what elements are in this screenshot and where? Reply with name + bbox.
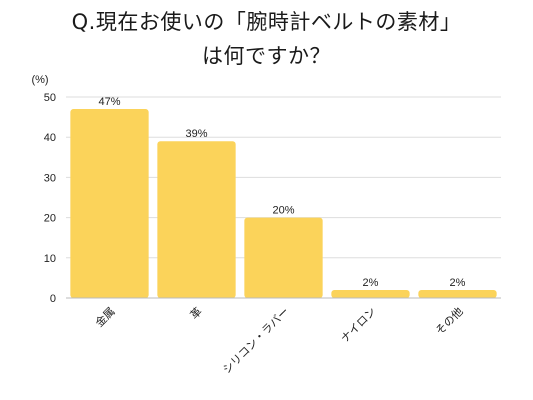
data-label: 20%: [272, 205, 294, 217]
y-tick-label: 20: [44, 213, 56, 225]
y-tick-label: 0: [50, 293, 56, 305]
bar: [70, 109, 149, 298]
x-tick-label: ナイロン: [338, 305, 378, 345]
x-tick-label: シリコン・ラバー: [220, 305, 291, 376]
chart-title-line-2: は何ですか？: [202, 44, 331, 68]
data-label: 2%: [450, 277, 466, 289]
bar: [418, 289, 497, 298]
y-tick-label: 40: [44, 132, 56, 144]
bars: [70, 109, 497, 298]
chart-title-line-1: Q.現在お使いの「腕時計ベルトの素材」: [71, 10, 462, 34]
x-tick-label: その他: [433, 305, 466, 338]
bar: [244, 217, 323, 298]
bar: [157, 141, 236, 298]
data-labels: 47% 39% 20% 2% 2%: [98, 96, 465, 289]
y-tick-label: 50: [44, 92, 56, 104]
x-tick-label: 金属: [92, 304, 117, 329]
data-label: 39%: [185, 128, 207, 140]
y-tick-label: 10: [44, 253, 56, 265]
bar: [331, 289, 410, 298]
data-label: 2%: [363, 277, 379, 289]
data-label: 47%: [98, 96, 120, 108]
y-tick-label: 30: [44, 172, 56, 184]
y-axis-unit-label: (%): [31, 74, 48, 86]
x-tick-label: 革: [187, 304, 205, 322]
